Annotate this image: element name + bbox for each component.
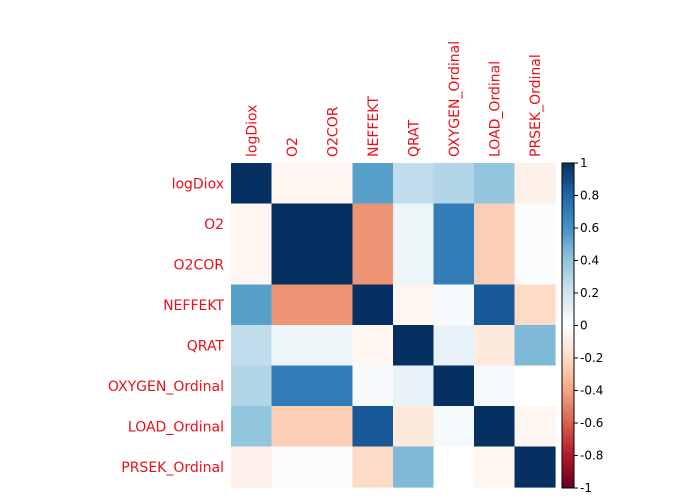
column-label-O2COR: O2COR: [325, 106, 341, 157]
heatmap-cell-NEFFEKT-OXYGEN_Ordinal: [433, 284, 475, 326]
column-label-LOAD_Ordinal: LOAD_Ordinal: [487, 61, 503, 157]
heatmap-cell-O2COR-O2COR: [312, 244, 354, 286]
heatmap-cell-PRSEK_Ordinal-PRSEK_Ordinal: [514, 446, 556, 488]
heatmap-cell-logDiox-O2COR: [312, 163, 354, 205]
row-label-O2: O2: [204, 217, 224, 233]
colorbar-gradient: [561, 162, 575, 489]
heatmap-cell-OXYGEN_Ordinal-NEFFEKT: [352, 365, 394, 407]
heatmap-cell-OXYGEN_Ordinal-QRAT: [393, 365, 435, 407]
heatmap-cell-LOAD_Ordinal-OXYGEN_Ordinal: [433, 406, 475, 448]
colorbar-tick-label: 1: [580, 156, 588, 170]
heatmap-cell-NEFFEKT-NEFFEKT: [352, 284, 394, 326]
colorbar-tick-label: 0.8: [580, 189, 599, 203]
heatmap-cell-O2-NEFFEKT: [352, 203, 394, 245]
colorbar-tick-label: -0.8: [580, 449, 603, 463]
heatmap-cell-O2COR-QRAT: [393, 244, 435, 286]
heatmap-cell-logDiox-QRAT: [393, 163, 435, 205]
heatmap-cell-PRSEK_Ordinal-QRAT: [393, 446, 435, 488]
colorbar-tick-label: -0.2: [580, 351, 603, 365]
heatmap-cell-logDiox-OXYGEN_Ordinal: [433, 163, 475, 205]
row-label-OXYGEN_Ordinal: OXYGEN_Ordinal: [108, 379, 224, 395]
heatmap-cell-QRAT-logDiox: [231, 325, 273, 367]
heatmap-cell-logDiox-logDiox: [231, 163, 273, 205]
heatmap-cell-PRSEK_Ordinal-O2: [271, 446, 313, 488]
heatmap-cell-PRSEK_Ordinal-NEFFEKT: [352, 446, 394, 488]
heatmap-cell-O2COR-O2: [271, 244, 313, 286]
colorbar-tick-label: 0.4: [580, 254, 599, 268]
row-label-O2COR: O2COR: [174, 257, 225, 273]
heatmap-cell-O2-O2COR: [312, 203, 354, 245]
colorbar: [561, 162, 575, 489]
heatmap-cell-OXYGEN_Ordinal-logDiox: [231, 365, 273, 407]
heatmap-cell-PRSEK_Ordinal-OXYGEN_Ordinal: [433, 446, 475, 488]
row-label-logDiox: logDiox: [172, 176, 224, 192]
heatmap-cell-NEFFEKT-logDiox: [231, 284, 273, 326]
heatmap-cell-LOAD_Ordinal-NEFFEKT: [352, 406, 394, 448]
heatmap-cell-QRAT-LOAD_Ordinal: [474, 325, 516, 367]
heatmap-cell-NEFFEKT-O2: [271, 284, 313, 326]
colorbar-tick-label: 0: [580, 319, 588, 333]
heatmap-cell-O2-LOAD_Ordinal: [474, 203, 516, 245]
row-labels: logDiox O2 O2COR NEFFEKT QRAT OXYGEN_Ordinal L…: [108, 176, 225, 476]
colorbar-tick-label: -0.4: [580, 384, 603, 398]
row-label-PRSEK_Ordinal: PRSEK_Ordinal: [121, 460, 224, 476]
heatmap-cell-NEFFEKT-QRAT: [393, 284, 435, 326]
heatmap-cells: [231, 163, 556, 488]
heatmap-cell-O2-O2: [271, 203, 313, 245]
heatmap-cell-QRAT-O2: [271, 325, 313, 367]
colorbar-tick-label: 0.6: [580, 221, 599, 235]
heatmap-cell-logDiox-O2: [271, 163, 313, 205]
heatmap-cell-LOAD_Ordinal-PRSEK_Ordinal: [514, 406, 556, 448]
heatmap-cell-OXYGEN_Ordinal-OXYGEN_Ordinal: [433, 365, 475, 407]
heatmap-cell-O2-OXYGEN_Ordinal: [433, 203, 475, 245]
heatmap-cell-O2COR-logDiox: [231, 244, 273, 286]
heatmap-cell-QRAT-QRAT: [393, 325, 435, 367]
heatmap-cell-QRAT-PRSEK_Ordinal: [514, 325, 556, 367]
heatmap-cell-O2-PRSEK_Ordinal: [514, 203, 556, 245]
heatmap-cell-OXYGEN_Ordinal-LOAD_Ordinal: [474, 365, 516, 407]
heatmap-cell-QRAT-OXYGEN_Ordinal: [433, 325, 475, 367]
column-label-QRAT: QRAT: [406, 119, 422, 157]
column-labels: logDiox O2 O2COR NEFFEKT QRAT OXYGEN_Ordinal L…: [244, 41, 544, 157]
heatmap-cell-OXYGEN_Ordinal-PRSEK_Ordinal: [514, 365, 556, 407]
heatmap-cell-LOAD_Ordinal-QRAT: [393, 406, 435, 448]
colorbar-tick-label: -1: [580, 481, 592, 495]
heatmap-cell-QRAT-O2COR: [312, 325, 354, 367]
column-label-NEFFEKT: NEFFEKT: [366, 96, 382, 157]
heatmap-cell-O2COR-OXYGEN_Ordinal: [433, 244, 475, 286]
heatmap-cell-O2-logDiox: [231, 203, 273, 245]
heatmap-cell-LOAD_Ordinal-O2COR: [312, 406, 354, 448]
heatmap-cell-logDiox-NEFFEKT: [352, 163, 394, 205]
heatmap-cell-O2COR-LOAD_Ordinal: [474, 244, 516, 286]
heatmap-cell-O2-QRAT: [393, 203, 435, 245]
heatmap-cell-O2COR-PRSEK_Ordinal: [514, 244, 556, 286]
colorbar-tick-label: 0.2: [580, 286, 599, 300]
heatmap-cell-QRAT-NEFFEKT: [352, 325, 394, 367]
heatmap-cell-LOAD_Ordinal-O2: [271, 406, 313, 448]
heatmap-cell-NEFFEKT-PRSEK_Ordinal: [514, 284, 556, 326]
column-label-logDiox: logDiox: [244, 105, 260, 157]
heatmap-cell-NEFFEKT-O2COR: [312, 284, 354, 326]
heatmap-cell-PRSEK_Ordinal-logDiox: [231, 446, 273, 488]
column-label-PRSEK_Ordinal: PRSEK_Ordinal: [528, 54, 544, 157]
colorbar-ticks: 1 0.8 0.6 0.4 0.2 0 -0.2 -0.4 -0.6 -0.8 -1: [574, 156, 603, 495]
row-label-QRAT: QRAT: [187, 338, 225, 354]
heatmap-cell-O2COR-NEFFEKT: [352, 244, 394, 286]
heatmap-cell-PRSEK_Ordinal-LOAD_Ordinal: [474, 446, 516, 488]
heatmap-cell-LOAD_Ordinal-LOAD_Ordinal: [474, 406, 516, 448]
row-label-LOAD_Ordinal: LOAD_Ordinal: [128, 419, 224, 435]
heatmap-cell-PRSEK_Ordinal-O2COR: [312, 446, 354, 488]
row-label-NEFFEKT: NEFFEKT: [163, 298, 224, 314]
heatmap-cell-NEFFEKT-LOAD_Ordinal: [474, 284, 516, 326]
colorbar-tick-label: -0.6: [580, 416, 603, 430]
heatmap-cell-LOAD_Ordinal-logDiox: [231, 406, 273, 448]
heatmap-cell-OXYGEN_Ordinal-O2COR: [312, 365, 354, 407]
heatmap-cell-logDiox-PRSEK_Ordinal: [514, 163, 556, 205]
heatmap-cell-OXYGEN_Ordinal-O2: [271, 365, 313, 407]
column-label-O2: O2: [285, 137, 301, 157]
heatmap-cell-logDiox-LOAD_Ordinal: [474, 163, 516, 205]
column-label-OXYGEN_Ordinal: OXYGEN_Ordinal: [447, 41, 463, 157]
